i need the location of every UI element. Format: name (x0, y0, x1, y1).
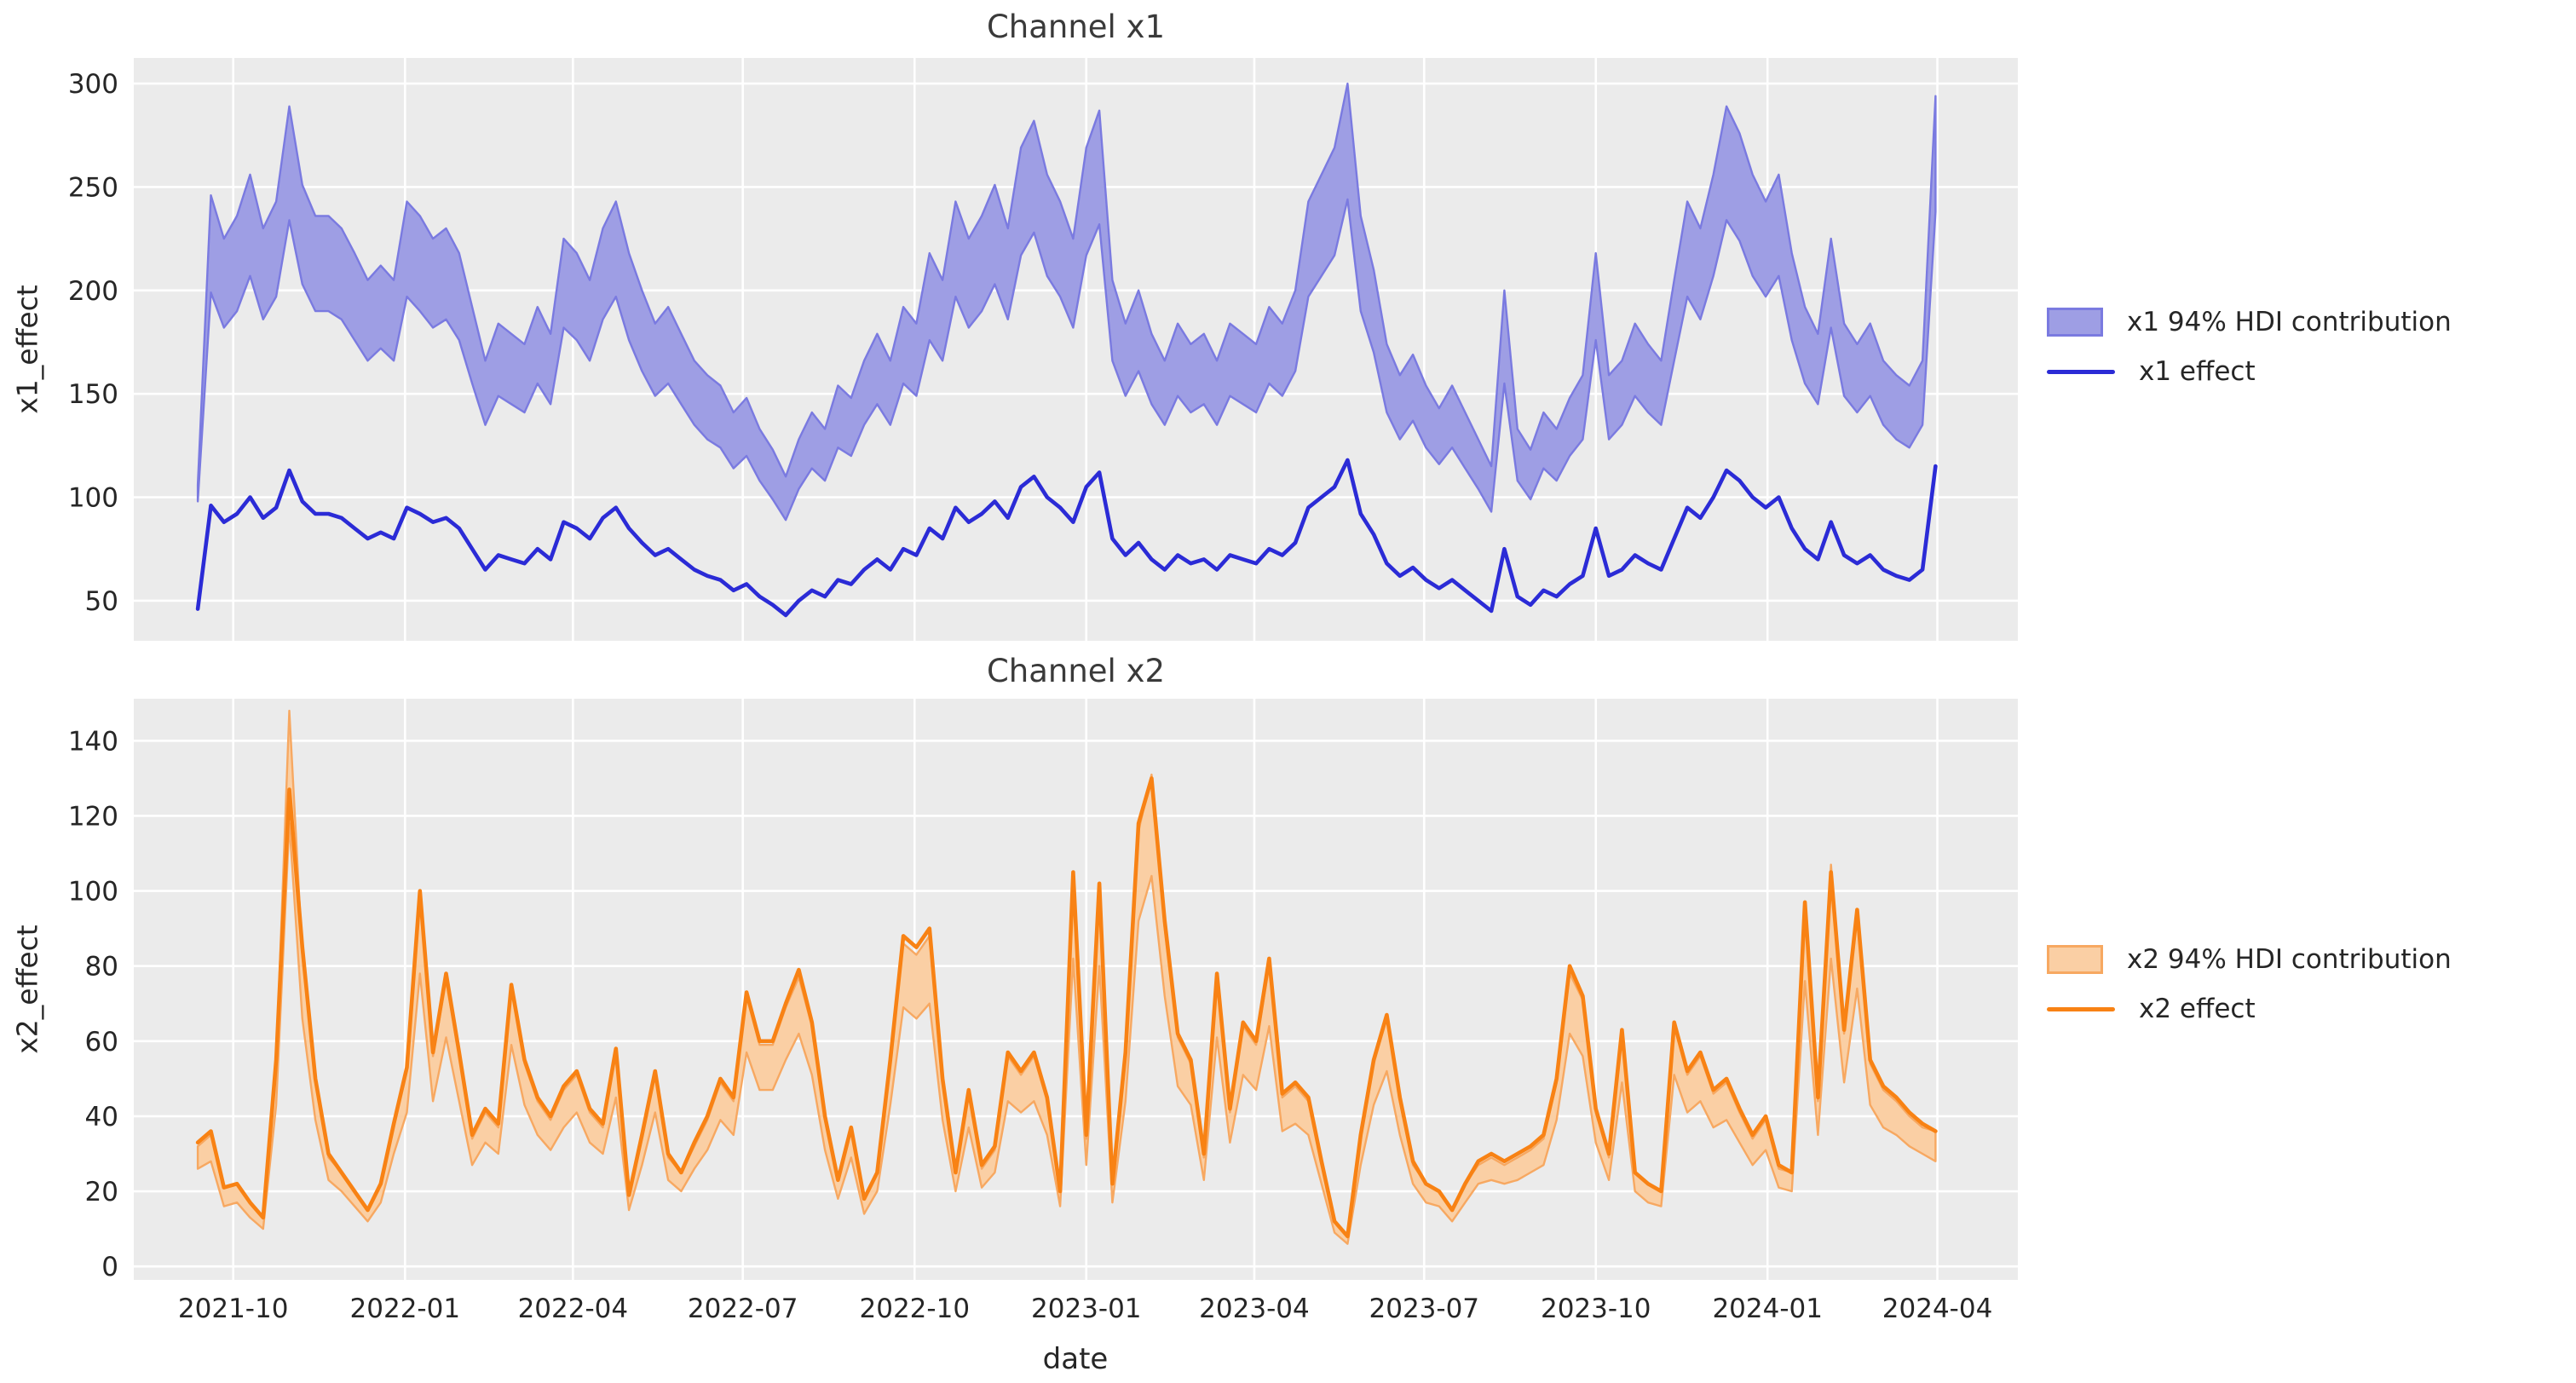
y-tick-label: 40 (85, 1102, 118, 1132)
subplot-x1_effect: 50 100 150 200 250 300 (68, 58, 2018, 641)
y-tick-label: 20 (85, 1177, 118, 1207)
x-tick-label: 2021-10 (178, 1294, 289, 1324)
legend-label: x2 94% HDI contribution (2127, 944, 2452, 975)
x-tick-label: 2024-01 (1712, 1294, 1823, 1324)
effect-line-swatch (2047, 1006, 2115, 1011)
y-tick-label: 0 (101, 1252, 118, 1282)
y-axis-label-x2: x2_effect (10, 925, 44, 1054)
y-tick-label: 300 (68, 69, 118, 100)
legend-x2: x2 94% HDI contribution x2 effect (2047, 944, 2452, 1024)
x-tick-label: 2023-07 (1369, 1294, 1480, 1324)
x-tick-label: 2022-07 (688, 1294, 798, 1324)
legend-row: x1 effect (2047, 356, 2452, 387)
legend-row: x2 effect (2047, 994, 2452, 1024)
hdi-band-swatch (2047, 308, 2103, 337)
x-tick-label: 2022-04 (518, 1294, 629, 1324)
x2-effect-line (195, 776, 1938, 1239)
y-tick-label: 140 (68, 726, 118, 757)
legend-label: x2 effect (2139, 994, 2256, 1024)
legend-label: x1 effect (2139, 356, 2256, 387)
y-tick-label: 60 (85, 1027, 118, 1057)
chart-title-x1: Channel x1 (986, 9, 1166, 45)
x-tick-label: 2023-10 (1541, 1294, 1651, 1324)
y-tick-label: 200 (68, 276, 118, 307)
legend-row: x1 94% HDI contribution (2047, 307, 2452, 337)
hdi-band-swatch (2047, 945, 2103, 974)
plot-area (134, 58, 2018, 641)
y-tick-label: 80 (85, 952, 118, 983)
x-tick-label: 2022-10 (860, 1294, 971, 1324)
y-tick-label: 50 (85, 586, 118, 617)
effect-line-swatch (2047, 369, 2115, 374)
subplot-x2_effect: 0 20 40 60 80 100 120 140 2021-10 2022-01 2022-04 2… (68, 699, 2018, 1324)
chart-title-x2: Channel x2 (986, 653, 1166, 689)
x-tick-label: 2022-01 (350, 1294, 461, 1324)
x1-effect-line (195, 458, 1938, 618)
y-tick-label: 150 (68, 379, 118, 410)
x-tick-label: 2024-04 (1882, 1294, 1993, 1324)
y-tick-label: 120 (68, 801, 118, 832)
x1-hdi-band (196, 82, 1937, 522)
legend-row: x2 94% HDI contribution (2047, 944, 2452, 975)
x-axis-label: date (1042, 1342, 1109, 1376)
y-axis-label-x1: x1_effect (10, 285, 44, 414)
legend-label: x1 94% HDI contribution (2127, 307, 2452, 337)
y-tick-label: 100 (68, 483, 118, 514)
legend-x1: x1 94% HDI contribution x1 effect (2047, 307, 2452, 387)
y-tick-label: 250 (68, 172, 118, 203)
x-tick-label: 2023-01 (1031, 1294, 1142, 1324)
y-tick-label: 100 (68, 877, 118, 908)
x-tick-label: 2023-04 (1199, 1294, 1310, 1324)
